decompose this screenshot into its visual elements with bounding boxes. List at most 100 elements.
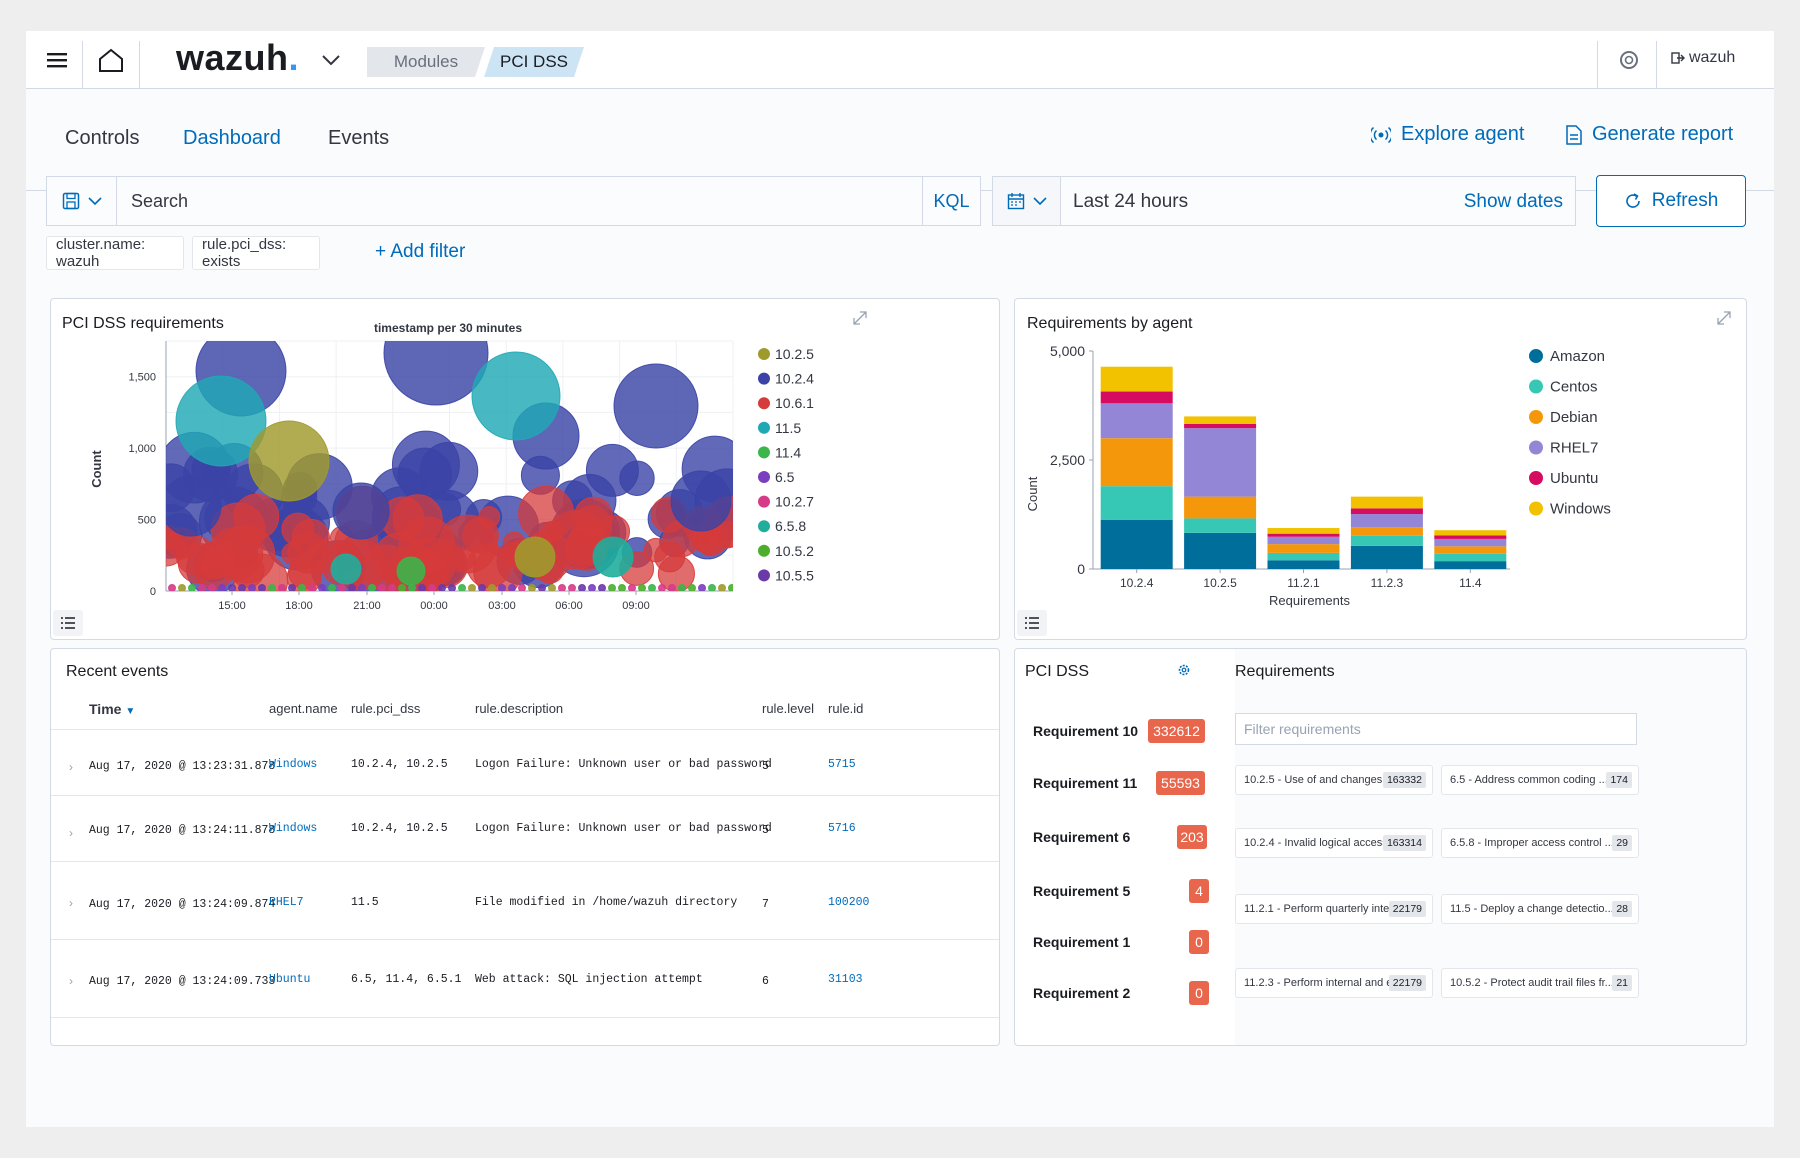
bubble[interactable] bbox=[514, 536, 556, 578]
bubble[interactable] bbox=[248, 584, 256, 592]
legend-swatch[interactable] bbox=[758, 520, 770, 533]
bubble[interactable] bbox=[728, 584, 736, 592]
bubble[interactable] bbox=[628, 584, 636, 592]
legend-swatch[interactable] bbox=[758, 446, 770, 459]
column-header-pci[interactable]: rule.pci_dss bbox=[351, 701, 421, 716]
legend-label[interactable]: 10.2.5 bbox=[775, 346, 814, 362]
bar-segment[interactable] bbox=[1350, 496, 1423, 509]
bubble[interactable] bbox=[291, 518, 330, 558]
expand-row-icon[interactable]: › bbox=[69, 760, 73, 774]
bubble[interactable] bbox=[358, 584, 366, 592]
bubble[interactable] bbox=[378, 584, 386, 592]
help-icon[interactable] bbox=[1604, 31, 1654, 89]
legend-label[interactable]: 6.5 bbox=[775, 469, 795, 485]
legend-label[interactable]: 10.6.1 bbox=[775, 395, 814, 411]
bubble[interactable] bbox=[548, 584, 556, 592]
bubble[interactable] bbox=[608, 584, 616, 592]
bubble[interactable] bbox=[248, 420, 330, 502]
requirement-card[interactable]: 10.2.4 - Invalid logical access att... 16… bbox=[1235, 828, 1433, 858]
bubble[interactable] bbox=[298, 584, 306, 592]
bubble[interactable] bbox=[598, 584, 606, 592]
bar-segment[interactable] bbox=[1434, 538, 1507, 547]
chevron-down-icon[interactable] bbox=[316, 31, 346, 89]
bubble[interactable] bbox=[238, 584, 246, 592]
bubble[interactable] bbox=[648, 584, 656, 592]
expand-icon[interactable] bbox=[851, 309, 869, 327]
legend-label[interactable]: Amazon bbox=[1550, 348, 1605, 365]
bubble[interactable] bbox=[408, 584, 416, 592]
requirement-card[interactable]: 11.2.1 - Perform quarterly inter... 22179 bbox=[1235, 894, 1433, 924]
legend-label[interactable]: Windows bbox=[1550, 501, 1611, 518]
requirement-card[interactable]: 10.2.5 - Use of and changes to i... 16333… bbox=[1235, 765, 1433, 795]
bubble[interactable] bbox=[178, 584, 186, 592]
bubble[interactable] bbox=[217, 545, 243, 571]
show-dates-link[interactable]: Show dates bbox=[1463, 191, 1563, 212]
bar-segment[interactable] bbox=[1267, 528, 1340, 534]
bubble[interactable] bbox=[328, 584, 336, 592]
bar-segment[interactable] bbox=[1100, 519, 1173, 569]
bubble[interactable] bbox=[478, 584, 486, 592]
bubble[interactable] bbox=[288, 555, 323, 590]
table-row[interactable]: › Aug 17, 2020 @ 13:24:09.874 RHEL7 11.5… bbox=[51, 861, 999, 939]
legend-swatch[interactable] bbox=[1529, 349, 1543, 363]
legend-label[interactable]: 11.4 bbox=[775, 444, 801, 460]
legend-label[interactable]: 11.5 bbox=[775, 420, 801, 436]
generate-report-button[interactable]: Generate report bbox=[1566, 123, 1733, 146]
bubble[interactable] bbox=[368, 584, 376, 592]
bar-segment[interactable] bbox=[1184, 518, 1257, 533]
bubble[interactable] bbox=[592, 536, 634, 578]
expand-icon[interactable] bbox=[1715, 309, 1733, 327]
bar-segment[interactable] bbox=[1184, 423, 1257, 429]
legend-swatch[interactable] bbox=[758, 471, 770, 483]
table-row[interactable]: › Aug 17, 2020 @ 13:23:31.878 Windows 10… bbox=[51, 729, 999, 795]
legend-swatch[interactable] bbox=[1529, 440, 1543, 455]
legend-label[interactable]: Centos bbox=[1550, 379, 1598, 396]
requirement-5-label[interactable]: Requirement 5 bbox=[1033, 883, 1131, 899]
bar-segment[interactable] bbox=[1267, 552, 1340, 561]
bar-segment[interactable] bbox=[1267, 560, 1340, 569]
bar-segment[interactable] bbox=[1434, 553, 1507, 562]
filter-pill-pci-dss[interactable]: rule.pci_dss: exists bbox=[192, 236, 320, 270]
add-filter-link[interactable]: + Add filter bbox=[375, 241, 466, 262]
requirement-card[interactable]: 10.5.2 - Protect audit trail files fr...… bbox=[1441, 968, 1639, 998]
bubble[interactable] bbox=[508, 584, 516, 592]
bar-segment[interactable] bbox=[1100, 403, 1173, 439]
bubble[interactable] bbox=[208, 584, 216, 592]
bubble[interactable] bbox=[175, 375, 267, 467]
bar-segment[interactable] bbox=[1184, 496, 1257, 519]
legend-swatch[interactable] bbox=[1529, 410, 1543, 424]
bubble[interactable] bbox=[654, 541, 686, 573]
column-header-agent[interactable]: agent.name bbox=[269, 701, 338, 716]
expand-row-icon[interactable]: › bbox=[69, 974, 73, 988]
bubble[interactable] bbox=[278, 584, 286, 592]
bar-segment[interactable] bbox=[1350, 535, 1423, 546]
bar-segment[interactable] bbox=[1184, 416, 1257, 424]
bubble[interactable] bbox=[698, 584, 706, 592]
bubble[interactable] bbox=[618, 584, 626, 592]
bubble[interactable] bbox=[638, 584, 646, 592]
column-header-level[interactable]: rule.level bbox=[762, 701, 815, 716]
legend-toggle-icon[interactable] bbox=[1017, 610, 1047, 636]
quick-date-menu[interactable] bbox=[993, 177, 1061, 225]
bar-segment[interactable] bbox=[1184, 532, 1257, 569]
bubble[interactable] bbox=[658, 584, 666, 592]
saved-queries-button[interactable] bbox=[47, 177, 117, 225]
bubble[interactable] bbox=[288, 584, 296, 592]
bar-segment[interactable] bbox=[1100, 391, 1173, 404]
legend-label[interactable]: 10.5.2 bbox=[775, 543, 814, 559]
bubble[interactable] bbox=[332, 482, 390, 540]
expand-row-icon[interactable]: › bbox=[69, 826, 73, 840]
bar-segment[interactable] bbox=[1350, 545, 1423, 569]
bubble[interactable] bbox=[318, 584, 326, 592]
search-input[interactable] bbox=[117, 177, 907, 225]
wazuh-logo[interactable]: wazuh. bbox=[176, 37, 300, 78]
bar-segment[interactable] bbox=[1267, 533, 1340, 537]
legend-label[interactable]: Ubuntu bbox=[1550, 470, 1598, 487]
legend-swatch[interactable] bbox=[1529, 501, 1543, 516]
bubble[interactable] bbox=[678, 584, 686, 592]
column-header-description[interactable]: rule.description bbox=[475, 701, 564, 716]
bubble[interactable] bbox=[218, 584, 226, 592]
bubble[interactable] bbox=[670, 470, 732, 532]
requirement-11-label[interactable]: Requirement 11 bbox=[1033, 775, 1138, 791]
table-row[interactable]: › Aug 17, 2020 @ 13:24:09.733 Ubuntu 6.5… bbox=[51, 939, 999, 1017]
